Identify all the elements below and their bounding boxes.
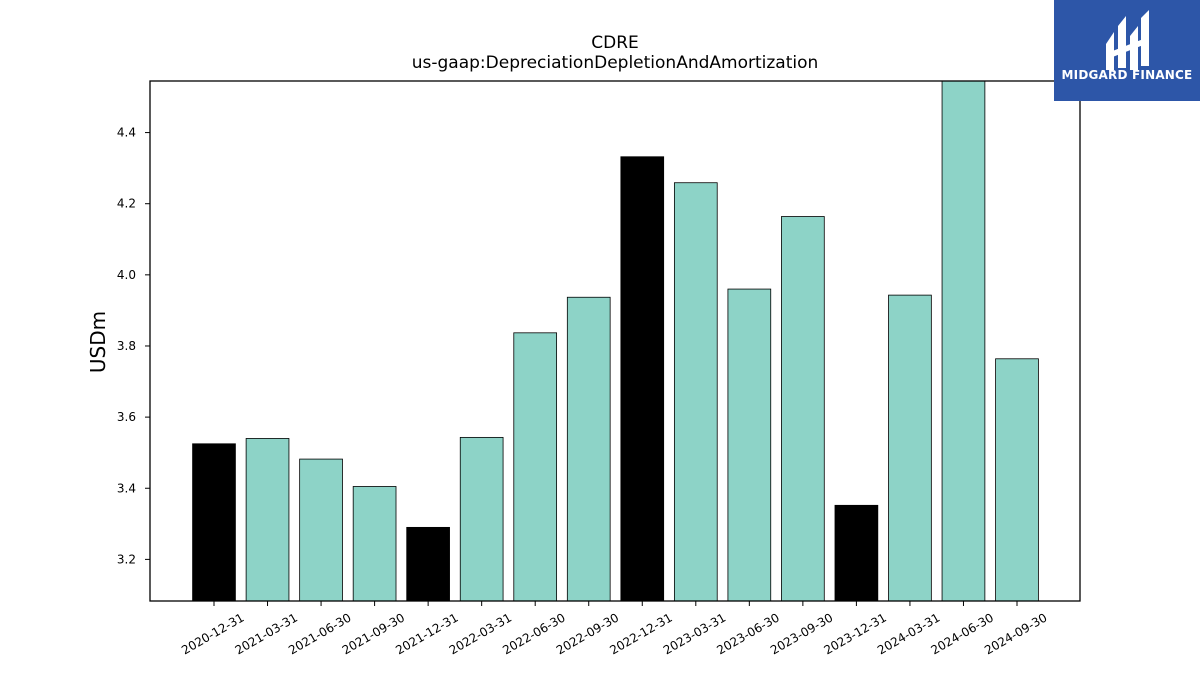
- bar-2020-12-31: [192, 443, 236, 602]
- bar-2022-06-30: [513, 332, 558, 602]
- bar-2021-06-30: [299, 458, 343, 602]
- y-tick-label: 4.0: [117, 268, 136, 282]
- y-axis-label: USDm: [86, 311, 110, 373]
- bar-2021-09-30: [352, 486, 397, 602]
- logo-text: MIDGARD FINANCE: [1061, 68, 1193, 82]
- bar-series: [192, 80, 1039, 602]
- bar-2023-12-31: [834, 504, 879, 602]
- x-axis: 2020-12-312021-03-312021-06-302021-09-30…: [179, 601, 1050, 657]
- chart-subtitle: us-gaap:DepreciationDepletionAndAmortiza…: [412, 53, 819, 73]
- y-tick-label: 4.2: [117, 197, 136, 211]
- bar-2024-03-31: [888, 294, 932, 602]
- bar-2022-03-31: [459, 436, 504, 602]
- bar-2023-09-30: [781, 216, 825, 602]
- bar-2022-12-31: [620, 156, 665, 602]
- y-tick-label: 4.4: [117, 126, 136, 140]
- bar-2024-09-30: [995, 358, 1039, 602]
- midgard-logo-icon: [1106, 10, 1149, 70]
- bar-2023-03-31: [673, 182, 718, 602]
- y-axis: 3.2 3.4 3.6 3.8 4.0 4.2 4.4: [117, 126, 150, 566]
- bar-2021-12-31: [406, 526, 450, 602]
- y-tick-label: 3.2: [117, 552, 136, 566]
- midgard-finance-logo: MIDGARD FINANCE: [1054, 0, 1200, 101]
- bar-2021-03-31: [245, 438, 290, 602]
- bar-2023-06-30: [727, 288, 772, 602]
- bar-2024-06-30: [941, 80, 986, 602]
- y-tick-label: 3.6: [117, 410, 136, 424]
- chart-title: CDRE: [591, 33, 639, 53]
- y-tick-label: 3.4: [117, 481, 136, 495]
- bar-2022-09-30: [566, 296, 611, 602]
- plot-frame: [149, 80, 1081, 602]
- y-tick-label: 3.8: [117, 339, 136, 353]
